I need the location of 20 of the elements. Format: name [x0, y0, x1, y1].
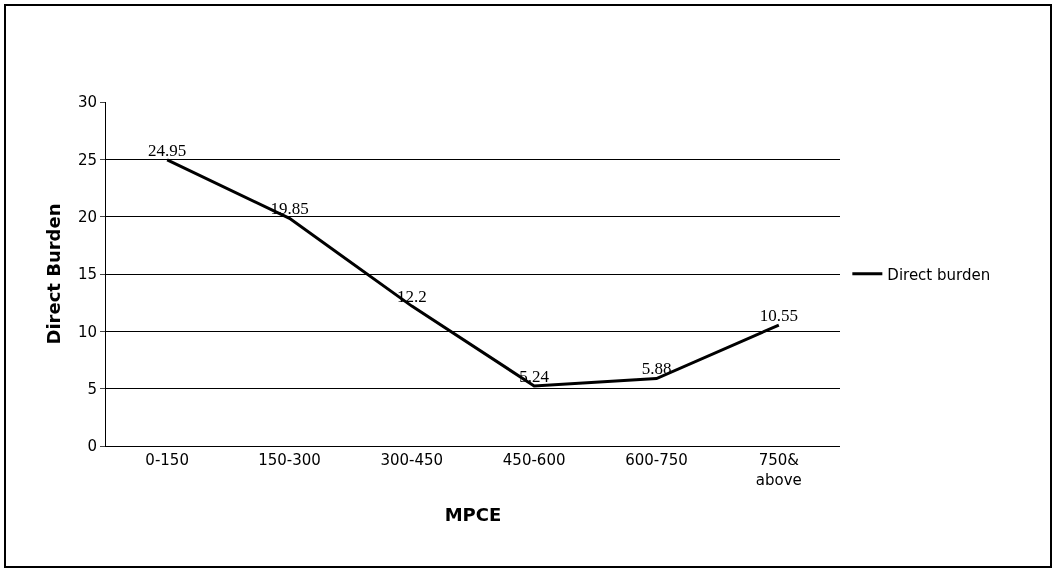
y-tick-label: 15: [77, 265, 97, 284]
y-tick-label: 0: [87, 437, 97, 456]
y-axis-title: Direct Burden: [43, 203, 64, 345]
x-tick-label: 450-600: [502, 451, 566, 469]
y-tick-label: 25: [77, 150, 97, 169]
x-tick-label: 150-300: [258, 451, 321, 469]
x-tick-label: 0-150: [145, 451, 189, 469]
x-axis-title: MPCE: [444, 503, 502, 525]
data-label: 10.55: [759, 305, 798, 325]
y-tick-label: 30: [77, 93, 97, 112]
legend-label: Direct burden: [887, 265, 991, 284]
data-label: 5.24: [519, 366, 550, 386]
y-tick-label: 20: [77, 207, 97, 226]
y-tick-label: 5: [87, 379, 97, 398]
x-tick-label: 750& above: [755, 451, 802, 489]
data-label: 24.95: [148, 140, 187, 160]
x-tick-label: 300-450: [380, 451, 444, 469]
y-tick-label: 10: [77, 322, 97, 341]
x-tick-label: 600-750: [625, 451, 688, 469]
data-label: 12.2: [396, 286, 427, 306]
